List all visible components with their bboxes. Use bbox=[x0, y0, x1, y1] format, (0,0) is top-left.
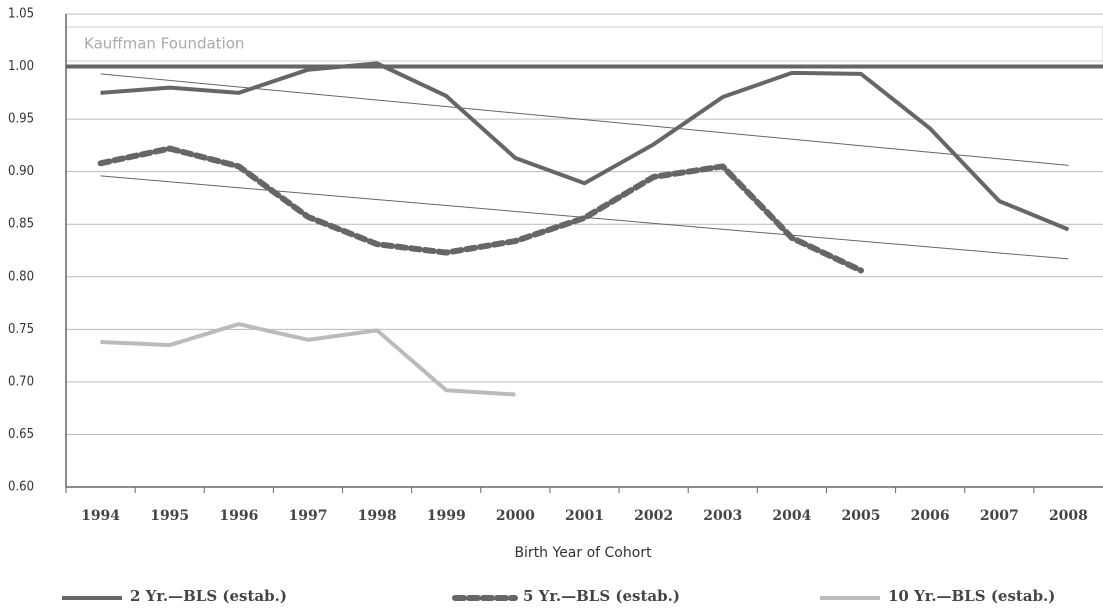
y-tick-label: 0.65 bbox=[8, 427, 34, 442]
legend-label: 2 Yr.—BLS (estab.) bbox=[130, 587, 287, 605]
x-tick-label: 2006 bbox=[911, 508, 950, 524]
legend-label: 10 Yr.—BLS (estab.) bbox=[888, 587, 1055, 605]
x-tick-label: 1998 bbox=[358, 508, 397, 524]
x-tick-label: 2007 bbox=[980, 508, 1019, 524]
x-tick-label: 1996 bbox=[219, 508, 258, 524]
y-tick-label: 0.80 bbox=[8, 269, 34, 284]
legend-label: 5 Yr.—BLS (estab.) bbox=[523, 587, 680, 605]
y-tick-label: 0.70 bbox=[8, 374, 34, 389]
trendline bbox=[100, 73, 1069, 166]
x-tick-label: 2008 bbox=[1049, 508, 1088, 524]
x-tick-label: 1999 bbox=[427, 508, 466, 524]
x-tick-label: 2005 bbox=[842, 508, 881, 524]
x-tick-label: 2001 bbox=[565, 508, 604, 524]
annotation: Kauffman Foundation bbox=[84, 35, 244, 53]
x-tick-label: 1997 bbox=[288, 508, 327, 524]
y-tick-label: 1.00 bbox=[8, 59, 34, 74]
annotation-box bbox=[65, 26, 1103, 62]
x-tick-label: 2002 bbox=[634, 508, 673, 524]
y-tick-label: 0.90 bbox=[8, 164, 34, 179]
x-tick-label: 2004 bbox=[772, 508, 811, 524]
y-tick-label: 1.05 bbox=[8, 7, 34, 22]
y-tick-label: 0.75 bbox=[8, 322, 34, 337]
x-tick-label: 1994 bbox=[81, 508, 120, 524]
x-axis-label: Birth Year of Cohort bbox=[514, 545, 652, 561]
series-line bbox=[100, 322, 516, 397]
y-tick-label: 0.60 bbox=[8, 480, 34, 495]
y-tick-label: 0.95 bbox=[8, 112, 34, 127]
x-tick-label: 1995 bbox=[150, 508, 189, 524]
y-tick-label: 0.85 bbox=[8, 217, 34, 232]
x-tick-label: 2003 bbox=[703, 508, 742, 524]
series-line bbox=[100, 61, 1070, 232]
x-tick-label: 2000 bbox=[496, 508, 535, 524]
series-line bbox=[97, 145, 865, 274]
